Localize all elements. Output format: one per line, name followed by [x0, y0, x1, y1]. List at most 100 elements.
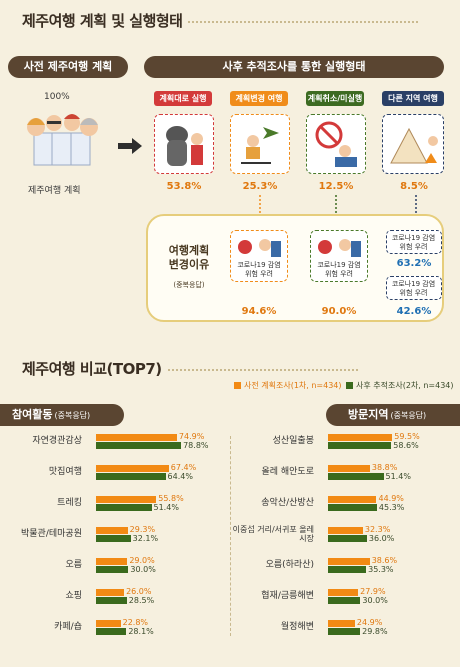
activity-value-label-series1: 26.0% [126, 587, 152, 596]
reason-other-box1: 코로나19 감염 위험 우려 [386, 230, 442, 254]
visit-value-label-series2: 51.4% [385, 472, 411, 481]
visit-panel-title: 방문지역 [348, 408, 389, 421]
activity-value-label-series1: 29.0% [129, 556, 155, 565]
activity-row: 쇼핑 26.0% 28.5% [0, 587, 200, 605]
visit-category-label: 협재/금릉해변 [261, 591, 314, 601]
activity-bar-series2 [96, 566, 129, 573]
traveler-plane-icon [241, 127, 279, 164]
visit-category-label: 이중섭 거리/서귀포 올레시장 [232, 525, 314, 543]
legend-series1: 사전 계획조사(1차, n=434) [234, 380, 342, 391]
visit-row: 송악산/산방산 44.9% 45.3% [232, 494, 432, 512]
activity-value-label-series2: 51.4% [153, 503, 179, 512]
visit-category-label: 성산일출봉 [272, 436, 314, 446]
activity-bar-series2 [96, 442, 182, 449]
activity-category-label: 오름 [65, 560, 82, 570]
reason-title: 여행계획 변경이유 (중복응답) [156, 244, 222, 292]
reason-other-box2: 코로나19 감염 위험 우려 [386, 276, 442, 300]
visit-category-label: 오름(하라산) [265, 560, 314, 570]
visit-chart: 성산일출봉 59.5% 58.6% 올레 해안도로 38.8% 51.4% 송악산/산방산 4… [232, 432, 460, 640]
visit-bar-series1 [328, 434, 393, 441]
activity-value-label-series1: 67.4% [170, 463, 197, 472]
visit-bar-series1 [328, 496, 377, 503]
reason-cancelled-pct: 90.0% [321, 306, 357, 317]
changed-pct: 25.3% [242, 181, 278, 192]
section2-title-text: 제주여행 비교(TOP7) [22, 360, 162, 378]
visit-category-label: 송악산/산방산 [261, 498, 314, 508]
changed-illustration [230, 114, 290, 174]
visit-value-label-series2: 36.0% [368, 534, 395, 543]
visit-value-label-series2: 29.8% [362, 627, 388, 636]
cancelled-pct: 12.5% [318, 181, 354, 192]
right-arrow-icon [118, 138, 142, 154]
activity-bar-series2 [96, 535, 131, 542]
activity-bar-series1 [96, 496, 157, 503]
activity-value-label-series2: 30.0% [130, 565, 156, 574]
visit-value-label-series2: 30.0% [362, 596, 388, 605]
post-survey-pill: 사후 추적조사를 통한 실행형태 [144, 56, 444, 78]
activity-category-label: 박물관/테마공원 [21, 529, 82, 539]
reason-other1-line1: 코로나19 감염 [391, 234, 436, 242]
reason-other1-line2: 위험 우려 [399, 243, 428, 251]
panel-divider [230, 436, 231, 636]
cancelled-plane-icon [315, 121, 357, 167]
other-region-pct: 8.5% [400, 181, 428, 192]
reason-changed-text: 코로나19 감염 위험 우려 [231, 261, 287, 279]
activity-category-label: 쇼핑 [65, 591, 82, 601]
visit-row: 협재/금릉해변 27.9% 30.0% [232, 587, 432, 605]
reason-changed-pct: 94.6% [241, 306, 277, 317]
visit-value-label-series2: 58.6% [393, 441, 419, 450]
visit-panel-head: 방문지역 (중복응답) [326, 404, 460, 426]
visit-value-label-series1: 38.8% [371, 463, 398, 472]
activity-panel-head: 참여활동 (중복응답) [0, 404, 124, 426]
activity-value-label-series2: 28.5% [128, 596, 155, 605]
activity-row: 자연경관감상 74.9% 78.8% [0, 432, 208, 450]
activity-category-label: 카페/숍 [54, 622, 82, 632]
activity-bar-series1 [96, 589, 125, 596]
type-label-executed: 계획대로 실행 [154, 91, 212, 106]
visit-bar-series2 [328, 597, 361, 604]
activity-bar-series1 [96, 558, 128, 565]
reason-title-line1: 여행계획 [168, 244, 210, 257]
visit-value-label-series1: 32.3% [364, 525, 391, 534]
visit-bar-series1 [328, 620, 355, 627]
activity-chart: 자연경관감상 74.9% 78.8% 맛집여행 67.4% 64.4% 트레킹 55.8% 51… [0, 432, 228, 640]
executed-pct: 53.8% [166, 181, 202, 192]
reason-note: (중복응답) [173, 281, 205, 289]
visit-bar-series2 [328, 473, 384, 480]
visit-category-label: 월정해변 [280, 622, 314, 632]
type-label-changed: 계획변경 여행 [230, 91, 288, 106]
pre-plan-pill: 사전 제주여행 계획 [8, 56, 128, 78]
visit-bar-series2 [328, 535, 367, 542]
visit-category-label: 올레 해안도로 [261, 467, 314, 477]
activity-category-label: 맛집여행 [48, 467, 82, 477]
activity-value-label-series1: 22.8% [122, 618, 149, 627]
reason-title-line2: 변경이유 [168, 258, 210, 271]
dolharubang-icon [166, 126, 203, 166]
virus-mask-icon [238, 239, 281, 257]
activity-row: 오름 29.0% 30.0% [0, 556, 200, 574]
pre-plan-label: 제주여행 계획 [28, 186, 81, 196]
reason-cancelled-line2: 위험 우려 [325, 270, 353, 278]
visit-bar-series1 [328, 558, 370, 565]
activity-panel-title: 참여활동 [12, 408, 53, 421]
activity-panel-subtitle: (중복응답) [54, 411, 91, 420]
activity-value-label-series2: 28.1% [128, 627, 154, 636]
activity-category-label: 자연경관감상 [32, 436, 82, 446]
visit-row: 오름(하라산) 38.6% 35.3% [232, 556, 432, 574]
reason-other-pct1: 63.2% [396, 258, 432, 269]
reason-other2-line1: 코로나19 감염 [391, 280, 436, 288]
activity-bar-series1 [96, 620, 121, 627]
reason-other2-line2: 위험 우려 [399, 289, 428, 297]
activity-bar-series2 [96, 597, 127, 604]
visit-value-label-series2: 45.3% [378, 503, 405, 512]
cancelled-illustration [306, 114, 366, 174]
legend-series2: 사후 추적조사(2차, n=434) [346, 380, 454, 391]
visit-bar-series2 [328, 442, 392, 449]
visit-value-label-series1: 38.6% [371, 556, 398, 565]
visit-row: 월정해변 24.9% 29.8% [232, 618, 432, 636]
activity-value-label-series2: 78.8% [183, 441, 209, 450]
family-map-illustration [27, 114, 98, 166]
activity-value-label-series1: 74.9% [178, 432, 205, 441]
visit-value-label-series1: 59.5% [394, 432, 420, 441]
activity-value-label-series2: 32.1% [132, 534, 159, 543]
